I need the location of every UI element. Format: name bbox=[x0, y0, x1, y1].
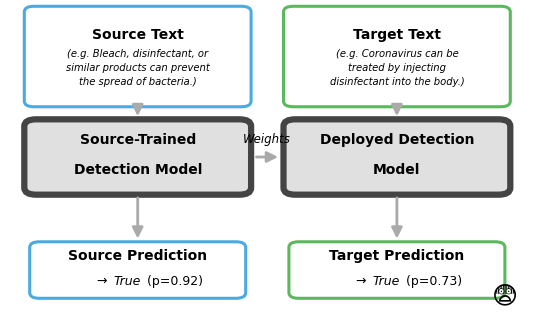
Text: (p=0.73): (p=0.73) bbox=[402, 275, 462, 289]
Text: True: True bbox=[373, 275, 400, 289]
Text: Detection Model: Detection Model bbox=[73, 163, 202, 176]
Text: Source Text: Source Text bbox=[92, 28, 184, 41]
Text: Target Prediction: Target Prediction bbox=[329, 249, 464, 263]
Text: 😨: 😨 bbox=[492, 285, 518, 309]
Text: Source-Trained: Source-Trained bbox=[79, 133, 196, 147]
FancyBboxPatch shape bbox=[30, 242, 246, 298]
FancyBboxPatch shape bbox=[24, 6, 251, 107]
Text: Model: Model bbox=[373, 163, 421, 176]
FancyBboxPatch shape bbox=[284, 6, 510, 107]
Text: Target Text: Target Text bbox=[353, 28, 441, 41]
Text: (e.g. Coronavirus can be
treated by injecting
disinfectant into the body.): (e.g. Coronavirus can be treated by inje… bbox=[329, 48, 464, 87]
Text: →: → bbox=[356, 275, 371, 289]
FancyBboxPatch shape bbox=[24, 119, 251, 195]
Text: →: → bbox=[97, 275, 112, 289]
Text: True: True bbox=[113, 275, 141, 289]
Text: Deployed Detection: Deployed Detection bbox=[320, 133, 474, 147]
Text: Source Prediction: Source Prediction bbox=[68, 249, 207, 263]
Text: (e.g. Bleach, disinfectant, or
similar products can prevent
the spread of bacter: (e.g. Bleach, disinfectant, or similar p… bbox=[66, 48, 210, 87]
FancyBboxPatch shape bbox=[289, 242, 505, 298]
Text: (p=0.92): (p=0.92) bbox=[143, 275, 203, 289]
FancyBboxPatch shape bbox=[284, 119, 510, 195]
Text: Weights: Weights bbox=[244, 133, 291, 146]
